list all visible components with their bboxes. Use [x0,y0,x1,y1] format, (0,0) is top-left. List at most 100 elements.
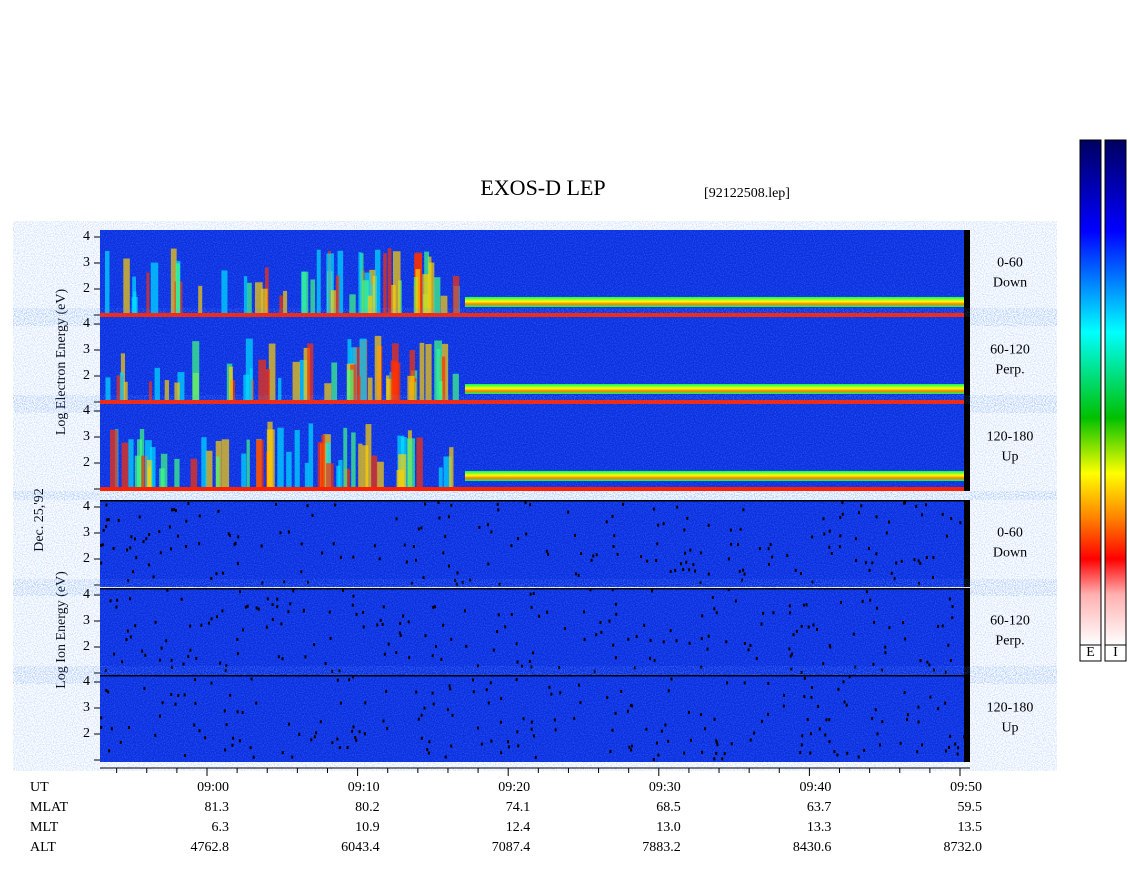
spectrogram-dot [221,609,224,613]
spectrogram-dot [170,508,173,512]
spectrogram-dot [252,755,255,759]
spectrogram-dot [956,752,959,756]
spectrogram-dot [888,626,891,630]
spectrogram-dot [195,656,198,660]
spectrogram-dot [454,579,457,583]
y-tick-label: 2 [83,281,90,296]
spectrogram-dot [236,710,239,714]
spectrogram-dot [884,651,887,655]
spectrogram-dot [530,727,533,731]
spectrogram-feature [154,367,160,404]
spectrogram-dot [490,530,493,534]
spectrogram-dot [715,751,718,755]
spectrogram-dot [249,746,252,750]
spectrogram-feature [330,290,337,317]
spectrogram-dot [100,725,103,729]
spectrogram-dot [949,734,952,738]
spectrogram-dot [257,607,260,611]
spectrogram-dot [194,701,197,705]
spectrogram-dot [525,532,528,536]
spectrogram-dot [947,643,950,647]
spectrogram-dot [841,512,844,516]
spectrogram-dot [144,653,147,657]
spectrogram-dot [606,696,609,700]
spectrogram-dot [528,660,531,664]
spectrogram-dot [699,713,702,717]
spectrogram-dot [265,625,268,629]
spectrogram-dot [113,652,116,656]
spectrogram-dot [799,572,802,576]
spectrogram-dot [828,740,831,744]
spectrogram-dot [412,545,415,549]
spectrogram-dot [669,570,672,574]
spectrogram-dot [957,746,960,750]
spectrogram-dot [842,680,845,684]
spectrogram-dot [307,580,310,584]
spectrogram-dot [906,718,909,722]
spectrogram-dot [105,524,108,528]
spectrogram-dot [817,704,820,708]
spectrogram-dot [730,542,733,546]
spectrogram-dot [762,611,765,615]
spectrogram-dot [261,581,264,585]
spectrogram-dot [250,677,253,681]
spectrogram-dot [700,637,703,641]
spectrogram-dot [609,750,612,754]
spectrogram-dot [593,670,596,674]
spectrogram-dot [727,557,730,561]
spectrogram-dot [116,598,119,602]
spectrogram-dot [790,667,793,671]
spectrogram-dot [271,603,274,607]
spectrogram-feature [376,461,384,491]
spectrogram-dot [687,710,690,714]
spectrogram-dot [574,533,577,537]
spectrogram-dot [236,652,239,656]
spectrogram-dot [515,642,518,646]
spectrogram-dot [824,733,827,737]
spectrogram-feature [128,439,134,491]
panel-edge [964,317,970,404]
spectrogram-dot [432,605,435,609]
spectrogram-feature [294,430,300,491]
spectrogram-dot [446,708,449,712]
spectrogram-dot [134,624,137,628]
spectrogram-feature [325,463,334,491]
spectrogram-dot [888,520,891,524]
spectrogram-feature [265,369,270,404]
spectrogram-dot [767,562,770,566]
spectrogram-floor [100,400,970,404]
spectrogram-feature [241,453,247,491]
spectrogram-dot [304,655,307,659]
spectrogram-dot [884,645,887,649]
spectrogram-dot [854,537,857,541]
spectrogram-dot [713,757,716,761]
spectrogram-feature [365,424,372,491]
spectrogram-dot [865,590,868,594]
spectrogram-dot [662,640,665,644]
spectrogram-dot [812,623,815,627]
y-tick-label: 4 [83,674,90,689]
spectrogram-dot [455,582,458,586]
spectrogram-dot [726,681,729,685]
spectrogram-dot [643,623,646,627]
spectrogram-dot [692,563,695,567]
ephemeris-value: 6043.4 [341,840,380,855]
spectrogram-dot [801,734,804,738]
spectrogram-feature [164,380,170,404]
spectrogram-dot [198,514,201,518]
spectrogram-feature [367,377,373,404]
spectrogram-dot [645,727,648,731]
spectrogram-dot [713,607,716,611]
spectrogram-dot [828,718,831,722]
spectrogram-dot [902,621,905,625]
spectrogram-dot [321,551,324,555]
spectrogram-dot [496,502,499,506]
panel-direction: Up [1001,721,1018,736]
spectrogram-dot [463,609,466,613]
spectrogram-dot [611,588,614,592]
spectrogram-feature [425,343,432,404]
spectrogram-dot [876,732,879,736]
spectrogram-dot [656,542,659,546]
